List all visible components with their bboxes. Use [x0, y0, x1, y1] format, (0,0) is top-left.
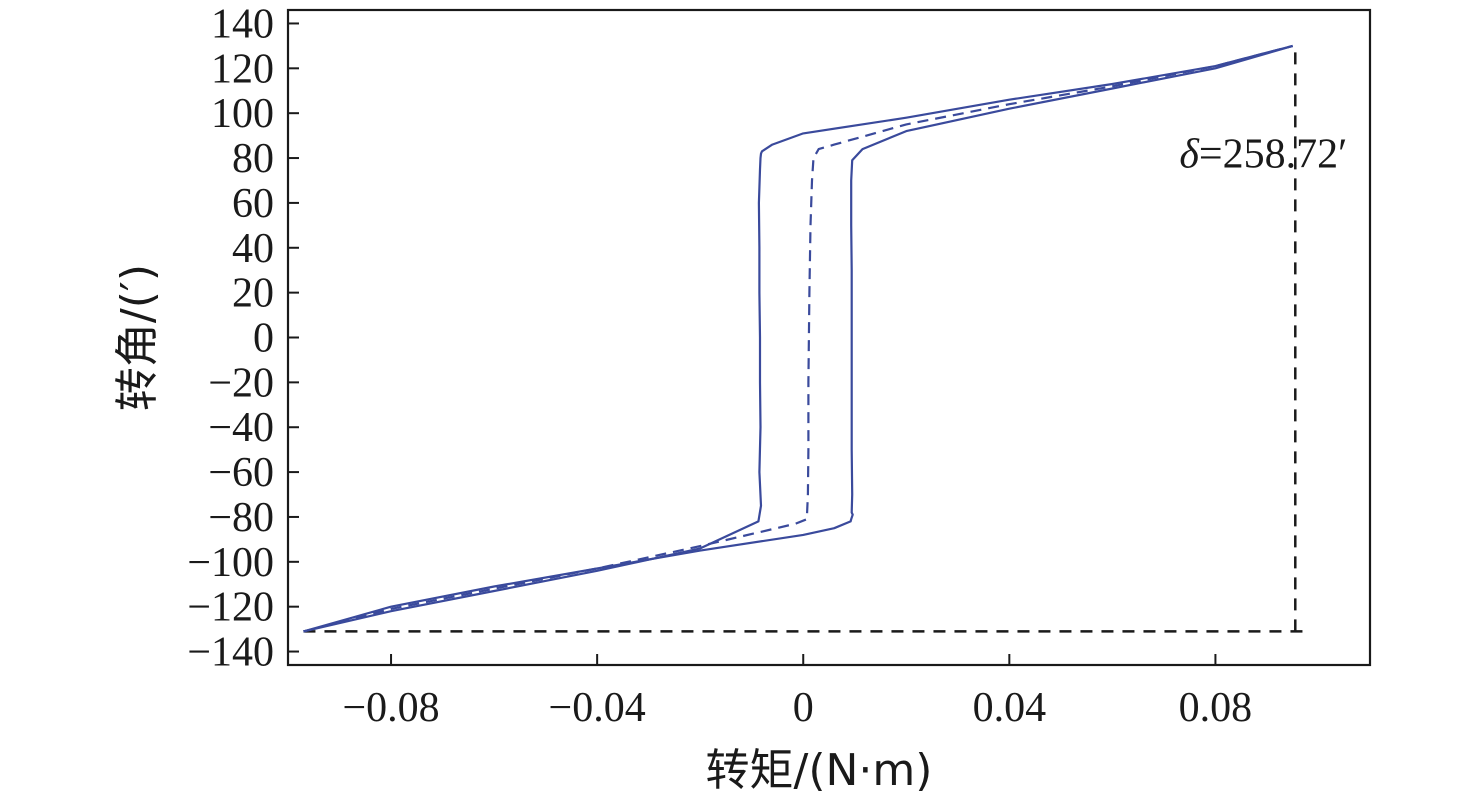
tick-labels: −0.08 −0.04 0 0.04 0.08140120100806040200−20… — [187, 1, 1252, 731]
delta-symbol: δ — [1179, 132, 1200, 178]
y-axis-title: 转角/(′) — [112, 264, 163, 411]
y-tick-label: −40 — [208, 405, 274, 451]
y-tick-label: 40 — [232, 226, 274, 272]
y-tick-label: −100 — [187, 540, 274, 586]
ticks-layer — [288, 22, 1217, 665]
y-tick-label: 20 — [232, 271, 274, 317]
y-tick-label: 0 — [253, 316, 274, 362]
y-tick-label: −60 — [208, 450, 274, 496]
y-tick-label: −140 — [187, 630, 274, 676]
y-tick-label: −120 — [187, 585, 274, 631]
y-tick-label: 120 — [211, 46, 274, 92]
x-tick-label: 0.08 — [1179, 685, 1253, 731]
x-axis-title: 转矩/(N·m) — [706, 745, 933, 796]
x-tick-label: 0 — [793, 685, 814, 731]
series-layer — [303, 44, 1294, 633]
x-tick-label: 0.04 — [973, 685, 1047, 731]
y-tick-label: 80 — [232, 136, 274, 182]
mean-curve-dashed — [303, 44, 1293, 633]
axes-frame — [286, 8, 1372, 667]
delta-value: =258.72′ — [1199, 132, 1347, 178]
hysteresis-branch-2 — [303, 44, 1294, 633]
y-tick-label: −80 — [208, 495, 274, 541]
y-tick-label: 100 — [211, 91, 274, 137]
x-tick-label: −0.08 — [342, 685, 439, 731]
hysteresis-branch-1 — [303, 44, 1293, 633]
delta-annotation: δ=258.72′ — [1179, 132, 1347, 178]
reference-lines — [303, 43, 1304, 633]
y-tick-label: −20 — [208, 360, 274, 406]
y-tick-label: 60 — [232, 181, 274, 227]
x-tick-label: −0.04 — [549, 685, 646, 731]
y-tick-label: 140 — [211, 1, 274, 47]
